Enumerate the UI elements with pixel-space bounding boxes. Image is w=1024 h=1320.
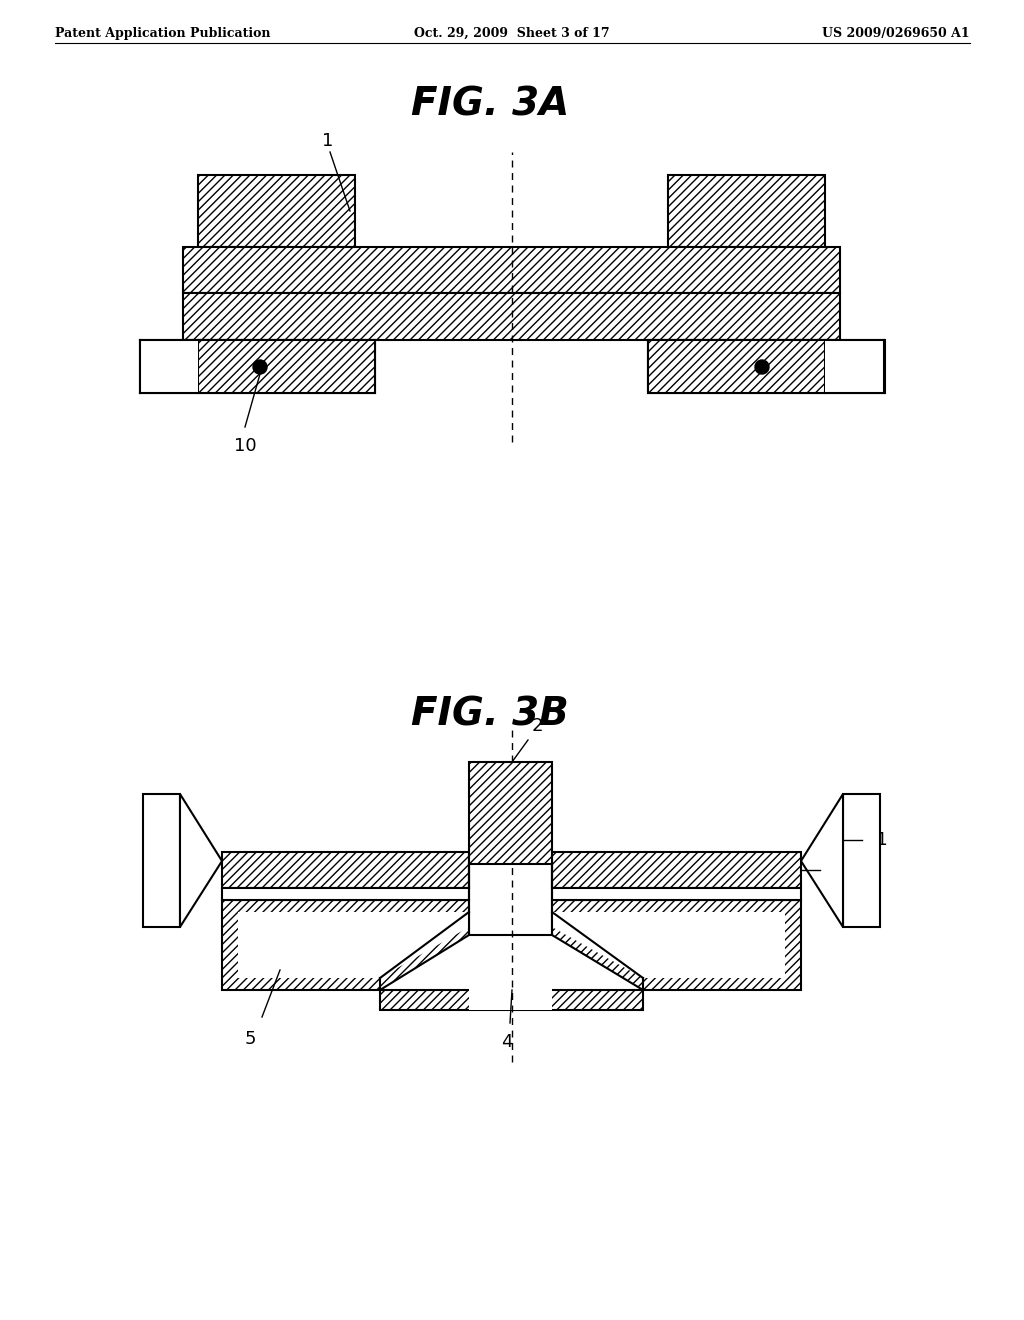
Circle shape: [755, 360, 769, 374]
Bar: [140, 341, 375, 393]
Text: Oct. 29, 2009  Sheet 3 of 17: Oct. 29, 2009 Sheet 3 of 17: [414, 26, 610, 40]
Polygon shape: [222, 900, 469, 990]
Bar: [380, 990, 643, 1010]
Text: 1: 1: [323, 132, 334, 150]
Text: 4: 4: [502, 1034, 513, 1051]
Bar: [140, 341, 198, 393]
Text: FIG. 3A: FIG. 3A: [411, 84, 569, 123]
Text: 11: 11: [865, 832, 888, 849]
Circle shape: [253, 360, 267, 374]
Text: FIG. 3B: FIG. 3B: [411, 696, 569, 733]
Polygon shape: [552, 900, 801, 990]
Bar: [469, 762, 552, 865]
Text: 2: 2: [532, 717, 544, 735]
Bar: [198, 176, 355, 247]
Bar: [552, 851, 801, 888]
Text: US 2009/0269650 A1: US 2009/0269650 A1: [822, 26, 970, 40]
Bar: [183, 293, 840, 341]
Text: 5: 5: [245, 1030, 256, 1048]
Polygon shape: [180, 795, 222, 927]
Text: Patent Application Publication: Patent Application Publication: [55, 26, 270, 40]
Bar: [668, 176, 825, 247]
Bar: [198, 341, 375, 393]
Bar: [843, 795, 880, 927]
Bar: [648, 341, 885, 393]
Bar: [825, 341, 885, 393]
Polygon shape: [238, 912, 469, 978]
Bar: [143, 795, 180, 927]
Bar: [183, 247, 840, 293]
Bar: [552, 888, 801, 900]
Text: 10: 10: [233, 437, 256, 455]
Bar: [648, 341, 825, 393]
Bar: [222, 851, 469, 888]
Bar: [469, 935, 552, 1010]
Polygon shape: [552, 912, 785, 978]
Text: 6: 6: [823, 861, 835, 879]
Bar: [222, 888, 469, 900]
Polygon shape: [801, 795, 843, 927]
Text: 3: 3: [558, 869, 569, 886]
